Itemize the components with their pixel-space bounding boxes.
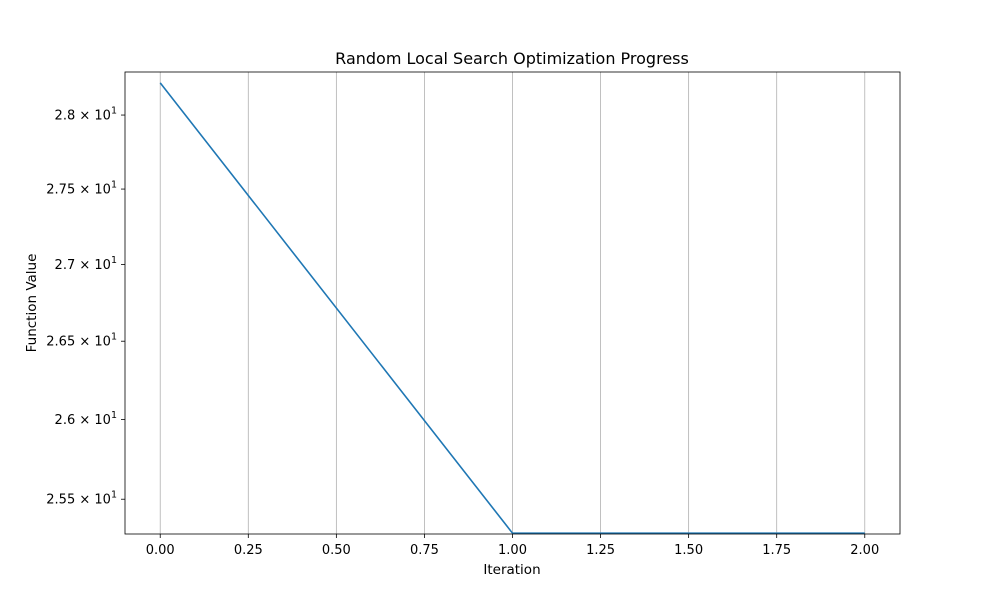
y-tick-label: 2.7 × 101 <box>55 255 117 273</box>
x-axis-ticks: 0.00 0.25 0.50 0.75 1.00 1.25 1.50 1.75 2.00 <box>146 534 879 558</box>
y-tick-times: × <box>75 335 94 350</box>
y-tick-mantissa: 2.6 <box>55 413 76 428</box>
x-tick-label: 0.00 <box>146 543 175 558</box>
y-tick-base: 10 <box>94 335 111 350</box>
series-line-0 <box>159 82 865 534</box>
chart-title: Random Local Search Optimization Progres… <box>335 49 689 68</box>
y-tick-label: 2.55 × 101 <box>46 490 117 508</box>
x-tick-label: 0.25 <box>234 543 263 558</box>
x-tick-label: 1.00 <box>498 543 527 558</box>
y-tick-mantissa: 2.75 <box>46 183 75 198</box>
y-tick-mantissa: 2.65 <box>46 335 75 350</box>
y-tick-exponent: 1 <box>111 180 117 191</box>
grid-lines <box>159 72 866 534</box>
y-tick-base: 10 <box>94 258 111 273</box>
y-tick-base: 10 <box>94 109 111 124</box>
y-tick-exponent: 1 <box>111 332 117 343</box>
x-tick-label: 1.25 <box>586 543 615 558</box>
x-tick-label: 1.50 <box>674 543 703 558</box>
y-tick-mantissa: 2.8 <box>55 109 76 124</box>
y-tick-mantissa: 2.7 <box>55 258 76 273</box>
y-tick-exponent: 1 <box>111 255 117 266</box>
y-tick-times: × <box>75 493 94 508</box>
y-tick-times: × <box>75 109 94 124</box>
x-tick-label: 0.50 <box>322 543 351 558</box>
x-tick-label: 0.75 <box>410 543 439 558</box>
y-tick-exponent: 1 <box>111 106 117 117</box>
x-axis-label: Iteration <box>483 562 540 578</box>
y-tick-exponent: 1 <box>111 410 117 421</box>
y-tick-times: × <box>75 258 94 273</box>
y-tick-exponent: 1 <box>111 490 117 501</box>
y-tick-base: 10 <box>94 183 111 198</box>
series-lines <box>159 82 865 534</box>
y-tick-base: 10 <box>94 413 111 428</box>
y-axis-label: Function Value <box>24 254 40 353</box>
y-tick-label: 2.6 × 101 <box>55 410 117 428</box>
y-tick-base: 10 <box>94 493 111 508</box>
y-tick-times: × <box>75 413 94 428</box>
y-tick-label: 2.65 × 101 <box>46 332 117 350</box>
y-tick-times: × <box>75 183 94 198</box>
x-tick-label: 1.75 <box>762 543 791 558</box>
y-tick-label: 2.75 × 101 <box>46 180 117 198</box>
y-tick-mantissa: 2.55 <box>46 493 75 508</box>
y-tick-label: 2.8 × 101 <box>55 106 117 124</box>
x-tick-label: 2.00 <box>850 543 879 558</box>
